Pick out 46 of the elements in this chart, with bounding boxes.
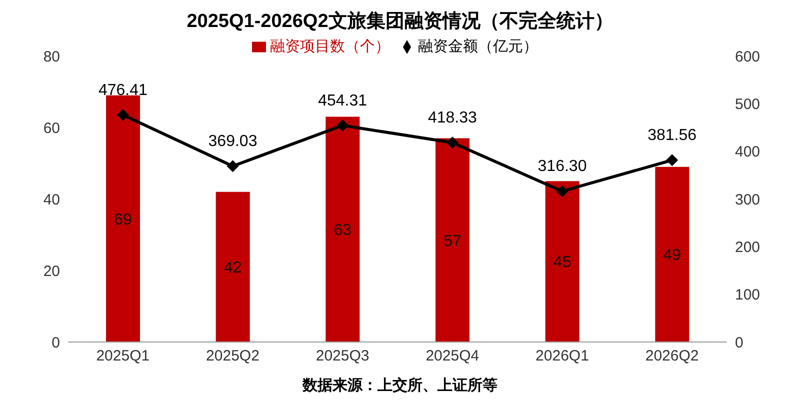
y-tick-label: 20 xyxy=(43,262,60,280)
x-tick-label: 2026Q2 xyxy=(645,348,699,365)
data-label: 418.33 xyxy=(428,110,477,127)
point xyxy=(226,160,239,172)
data-label: 381.56 xyxy=(648,127,697,144)
data-label: 454.31 xyxy=(318,92,368,110)
chart-title: 2025Q1-2026Q2文旅集团融资情况（不完全统计） xyxy=(186,10,614,32)
point xyxy=(556,185,568,198)
y-tick-label: 40 xyxy=(43,191,60,208)
x-tick-label: 2025Q4 xyxy=(426,348,480,365)
y-tick-label: 60 xyxy=(43,120,60,137)
y2-tick-label: 200 xyxy=(735,238,760,256)
data-label: 57 xyxy=(444,232,462,250)
data-label: 63 xyxy=(334,222,352,240)
x-tick-label: 2025Q1 xyxy=(96,348,150,365)
y-tick-label: 80 xyxy=(43,48,60,66)
y-tick-label: 0 xyxy=(52,334,60,352)
bar xyxy=(545,181,580,342)
bar xyxy=(655,166,690,342)
y2-tick-label: 300 xyxy=(735,191,760,208)
y2-tick-label: 600 xyxy=(735,48,760,66)
data-label: 49 xyxy=(663,247,682,264)
x-tick-label: 2025Q3 xyxy=(316,348,370,365)
y2-tick-label: 400 xyxy=(735,144,760,161)
data-label: 476.41 xyxy=(98,82,148,99)
point xyxy=(446,136,458,149)
data-label: 316.30 xyxy=(538,158,587,176)
y2-tick-label: 500 xyxy=(735,96,760,113)
x-tick-label: 2025Q2 xyxy=(206,348,260,365)
data-label: 42 xyxy=(224,260,242,277)
point xyxy=(116,108,129,121)
data-label: 45 xyxy=(553,254,572,272)
y2-tick-label: 0 xyxy=(735,334,744,352)
data-label: 69 xyxy=(114,211,132,228)
x-tick-label: 2026Q1 xyxy=(536,348,589,365)
point xyxy=(666,154,678,166)
point xyxy=(336,119,349,132)
bar xyxy=(436,138,470,342)
y2-tick-label: 100 xyxy=(735,286,760,304)
bar xyxy=(106,95,140,342)
data-label: 369.03 xyxy=(208,133,258,150)
bar xyxy=(326,116,360,342)
source-note: 数据来源：上交所、上证所等 xyxy=(301,376,498,395)
bar xyxy=(216,192,250,342)
legend-label: 融资金额（亿元） xyxy=(418,38,538,55)
legend-label: 融资项目数（个） xyxy=(270,38,390,55)
